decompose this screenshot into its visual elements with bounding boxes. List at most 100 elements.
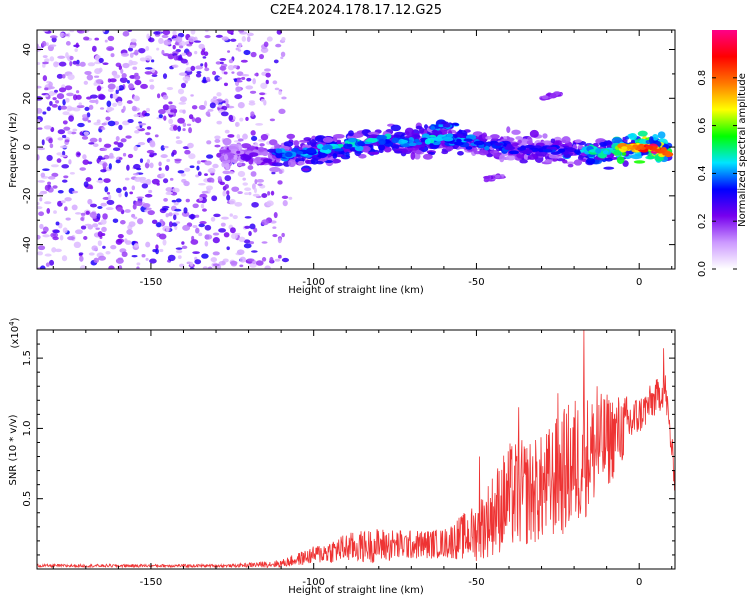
ridge-core (504, 146, 515, 151)
noise-blob (163, 39, 172, 46)
noise-blob (56, 93, 65, 100)
noise-blob (175, 139, 183, 145)
noise-blob (124, 177, 130, 181)
ridge-core (524, 144, 535, 149)
noise-blob (248, 231, 252, 237)
noise-blob (74, 229, 83, 235)
noise-blob (78, 102, 82, 106)
noise-blob (198, 232, 203, 237)
noise-blob (49, 56, 55, 62)
noise-blob (144, 71, 153, 75)
noise-blob (39, 223, 44, 230)
noise-blob (124, 191, 128, 198)
noise-blob (97, 206, 103, 209)
noise-blob (122, 31, 130, 37)
ridge-blob (225, 162, 230, 170)
noise-blob (84, 106, 90, 112)
ridge-blob (378, 144, 386, 151)
noise-blob (37, 85, 42, 89)
x-tick-label: -150 (140, 577, 163, 588)
noise-blob (76, 59, 80, 65)
noise-blob (113, 74, 121, 79)
noise-blob (98, 255, 107, 261)
ridge-blob (222, 138, 232, 146)
noise-blob (263, 41, 269, 48)
colorbar-gradient (712, 30, 737, 269)
noise-blob (122, 152, 127, 157)
noise-blob (145, 46, 150, 51)
noise-blob (250, 130, 256, 136)
ridge-blob (561, 136, 571, 144)
noise-blob (44, 58, 50, 63)
noise-blob (37, 202, 40, 206)
noise-blob (76, 152, 81, 156)
ridge-blob (506, 126, 511, 133)
noise-blob (195, 65, 204, 70)
noise-blob (101, 226, 107, 233)
noise-blob (244, 187, 252, 192)
noise-blob (242, 177, 247, 181)
noise-blob (255, 122, 264, 126)
ridge-blob (622, 160, 629, 167)
snr-y-multiplier: (x104) (8, 317, 21, 348)
ridge-blob (367, 131, 380, 136)
noise-blob (127, 153, 134, 159)
noise-blob (273, 212, 278, 219)
noise-blob (108, 163, 112, 170)
noise-blob (75, 42, 79, 49)
noise-blob (71, 204, 78, 211)
noise-blob (61, 150, 66, 156)
noise-blob (60, 154, 67, 158)
noise-blob (64, 206, 68, 211)
noise-blob (67, 73, 75, 81)
noise-blob (174, 208, 182, 212)
noise-blob (63, 126, 71, 131)
noise-blob (261, 219, 269, 226)
noise-blob (250, 171, 257, 177)
noise-blob (59, 145, 68, 149)
x-tick-label: 0 (636, 277, 642, 288)
noise-blob (117, 100, 123, 106)
noise-blob (58, 61, 67, 67)
noise-blob (44, 201, 52, 205)
noise-blob (62, 99, 66, 106)
noise-blob (132, 173, 140, 176)
noise-blob (183, 207, 188, 214)
noise-blob (168, 101, 173, 105)
noise-blob (169, 177, 174, 181)
x-tick-label: -100 (302, 277, 325, 288)
noise-blob (49, 143, 54, 149)
noise-blob (189, 261, 194, 267)
ridge-blob (293, 140, 299, 147)
noise-blob (106, 191, 111, 195)
noise-blob (112, 93, 118, 100)
noise-blob (230, 32, 234, 35)
noise-blob (65, 97, 70, 103)
noise-blob (126, 100, 133, 104)
noise-blob (128, 221, 136, 228)
ridge-core (378, 139, 386, 145)
noise-blob (137, 142, 146, 146)
ridge-core (296, 151, 304, 155)
noise-blob (42, 75, 48, 82)
ridge-peak (626, 144, 633, 149)
noise-blob (75, 94, 82, 100)
noise-blob (102, 30, 106, 33)
noise-blob (115, 238, 123, 245)
noise-blob (245, 116, 249, 121)
noise-blob (83, 36, 90, 41)
noise-blob (100, 169, 107, 173)
noise-blob (41, 139, 45, 146)
ridge-blob (335, 140, 341, 145)
noise-blob (145, 257, 149, 261)
noise-blob (159, 218, 164, 224)
noise-blob (196, 70, 202, 74)
noise-blob (172, 30, 177, 36)
noise-blob (182, 122, 187, 127)
noise-blob (82, 154, 87, 160)
noise-blob (37, 127, 43, 130)
noise-blob (62, 111, 70, 116)
noise-blob (249, 262, 257, 268)
noise-blob (208, 167, 216, 174)
noise-blob (238, 236, 246, 243)
